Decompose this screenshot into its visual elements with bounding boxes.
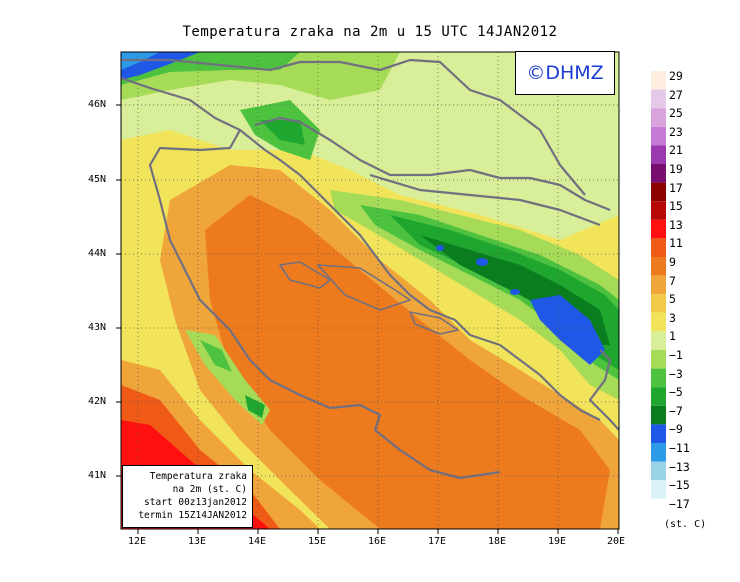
legend-label: 9 xyxy=(669,255,676,269)
legend-swatch xyxy=(651,405,666,425)
field-sea-warmer xyxy=(205,195,610,529)
lat-label: 41N xyxy=(88,470,107,481)
lat-label: 46N xyxy=(88,99,107,110)
legend-label: −17 xyxy=(669,496,690,511)
legend-label: 7 xyxy=(669,273,676,288)
legend-swatch xyxy=(651,89,666,109)
legend-swatch xyxy=(651,219,666,239)
lon-label: 13E xyxy=(188,536,207,547)
legend-swatch xyxy=(651,257,666,276)
lon-label: 15E xyxy=(308,536,327,547)
legend-label: 19 xyxy=(669,162,683,176)
legend-label: −5 xyxy=(669,385,683,400)
legend-label: 21 xyxy=(669,143,683,158)
map-frame xyxy=(120,51,620,530)
legend-label: 1 xyxy=(669,329,676,344)
info-line-3: start 00z13jan2012 xyxy=(144,497,247,508)
lon-label: 12E xyxy=(128,536,147,547)
legend-swatch xyxy=(651,368,666,388)
legend-swatch xyxy=(651,443,666,462)
legend-label: 3 xyxy=(669,310,676,325)
legend-colorbar xyxy=(651,71,666,518)
lon-label: 17E xyxy=(428,536,447,547)
lon-label: 19E xyxy=(548,536,567,547)
lat-label: 42N xyxy=(88,396,107,407)
legend-label: −15 xyxy=(669,478,690,493)
legend-swatch xyxy=(651,201,666,220)
legend-label: −1 xyxy=(669,348,683,362)
legend-label: 27 xyxy=(669,87,683,102)
legend-swatch xyxy=(651,461,666,481)
map-title: Temperatura zraka na 2m u 15 UTC 14JAN20… xyxy=(182,24,558,40)
legend-label: 15 xyxy=(669,199,683,214)
legend-label: −13 xyxy=(669,459,690,474)
legend-swatch xyxy=(651,387,666,406)
lat-label: 43N xyxy=(88,322,107,333)
legend-swatch xyxy=(651,126,666,146)
legend-label: 11 xyxy=(669,236,683,251)
legend-swatch xyxy=(651,480,666,499)
legend-units: (st. C) xyxy=(664,519,707,530)
grid xyxy=(121,52,619,529)
legend-label: 23 xyxy=(669,124,683,139)
legend-label: −11 xyxy=(669,441,690,455)
legend-swatch xyxy=(651,182,666,202)
legend-swatch xyxy=(651,498,666,518)
legend-label: 17 xyxy=(669,180,683,195)
copyright-logo: ©DHMZ xyxy=(515,51,615,95)
legend-swatch xyxy=(651,238,666,257)
lat-label: 44N xyxy=(88,248,107,259)
legend-swatch xyxy=(651,275,666,295)
info-line-4: termin 15Z14JAN2012 xyxy=(138,510,247,521)
info-line-1: Temperatura zraka xyxy=(149,471,247,482)
legend-label: −3 xyxy=(669,366,683,381)
legend-swatch xyxy=(651,164,666,183)
lon-label: 20E xyxy=(607,536,626,547)
legend-swatch xyxy=(651,294,666,313)
lon-label: 16E xyxy=(368,536,387,547)
legend-swatch xyxy=(651,108,666,127)
legend-label: 25 xyxy=(669,106,683,121)
legend-swatch xyxy=(651,312,666,332)
legend-swatch xyxy=(651,71,666,90)
lon-label: 14E xyxy=(248,536,267,547)
legend-label: 29 xyxy=(669,69,683,83)
lat-label: 45N xyxy=(88,174,107,185)
lon-label: 18E xyxy=(488,536,507,547)
legend-swatch xyxy=(651,350,666,369)
legend-swatch xyxy=(651,424,666,443)
legend-swatch xyxy=(651,331,666,350)
legend-label: 13 xyxy=(669,217,683,232)
legend-label: 5 xyxy=(669,292,676,307)
legend-label: −7 xyxy=(669,403,683,418)
info-box: Temperatura zraka na 2m (st. C) start 00… xyxy=(122,465,253,528)
info-line-2: na 2m (st. C) xyxy=(172,484,247,495)
legend-swatch xyxy=(651,145,666,164)
legend-label: −9 xyxy=(669,422,683,437)
